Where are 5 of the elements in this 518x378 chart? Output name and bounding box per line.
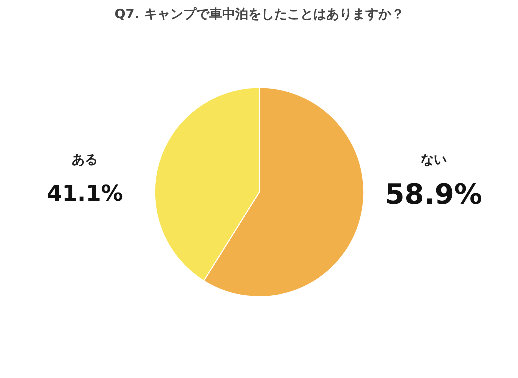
- slice-label: ある: [72, 152, 98, 168]
- chart-title: Q7. キャンプで車中泊をしたことはありますか？: [114, 6, 404, 22]
- data-label: 58.9%: [385, 178, 482, 211]
- slice-label: ない: [420, 152, 447, 168]
- data-label: 41.1%: [47, 182, 124, 207]
